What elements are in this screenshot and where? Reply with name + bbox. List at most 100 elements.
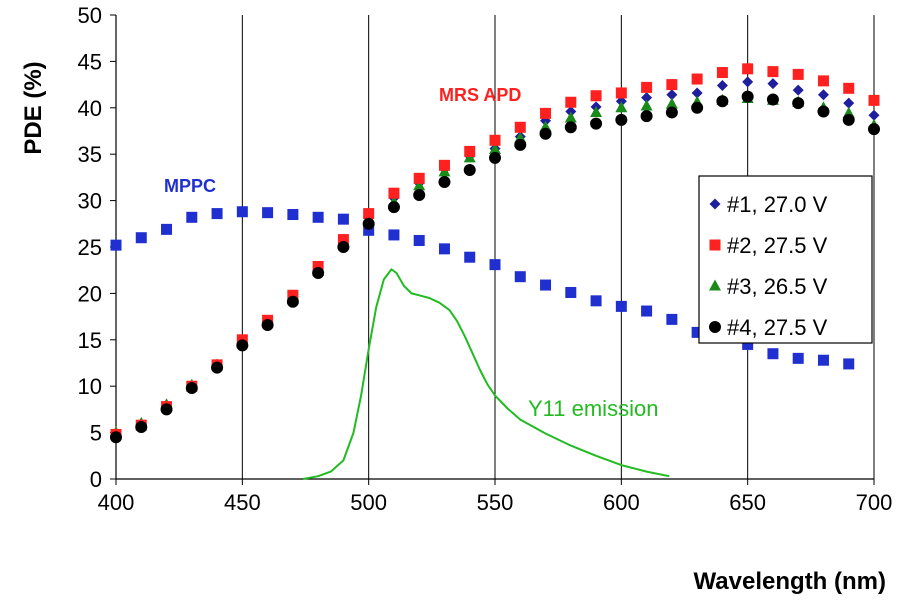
data-point bbox=[514, 271, 526, 283]
legend-marker bbox=[709, 279, 721, 291]
data-point bbox=[388, 229, 400, 241]
data-point bbox=[186, 211, 198, 223]
data-point bbox=[363, 224, 375, 236]
data-point bbox=[312, 211, 324, 223]
data-point bbox=[640, 110, 653, 123]
data-point bbox=[438, 176, 451, 189]
data-point bbox=[742, 338, 754, 350]
data-point bbox=[641, 92, 653, 104]
data-point bbox=[539, 127, 552, 140]
data-point bbox=[261, 318, 274, 331]
mppc-label: MPPC bbox=[164, 176, 216, 196]
data-point bbox=[413, 179, 426, 191]
legend-marker bbox=[709, 321, 721, 333]
data-point bbox=[792, 97, 805, 110]
x-tick-labels: 400 450 500 550 600 650 700 bbox=[98, 490, 893, 515]
y-tick-label: 5 bbox=[90, 421, 102, 446]
data-point bbox=[312, 260, 324, 272]
legend-label: #4, 27.5 V bbox=[727, 315, 828, 340]
data-point bbox=[716, 67, 728, 79]
data-point bbox=[287, 289, 299, 301]
data-point bbox=[286, 295, 299, 308]
data-point bbox=[438, 243, 450, 255]
data-point bbox=[489, 143, 501, 155]
data-point bbox=[287, 209, 299, 221]
data-point bbox=[565, 96, 577, 108]
x-tick-label: 700 bbox=[856, 490, 893, 515]
data-point bbox=[767, 348, 779, 360]
data-point bbox=[792, 84, 804, 96]
data-point bbox=[489, 151, 501, 164]
mrs-apd-label: MRS APD bbox=[439, 85, 521, 105]
y-tick-label: 30 bbox=[78, 189, 102, 214]
x-tick-label: 450 bbox=[224, 490, 261, 515]
data-point bbox=[438, 159, 450, 171]
data-point bbox=[236, 206, 248, 218]
data-point bbox=[463, 163, 476, 176]
data-point bbox=[337, 213, 349, 225]
data-point bbox=[691, 87, 703, 99]
data-point bbox=[236, 339, 249, 352]
data-point bbox=[489, 134, 501, 146]
data-point bbox=[741, 90, 754, 103]
data-point bbox=[211, 208, 223, 220]
data-point bbox=[211, 361, 224, 374]
legend: #1, 27.0 V #2, 27.5 V #3, 26.5 V #4, 27.5 V bbox=[698, 175, 873, 344]
y-tick-label: 35 bbox=[78, 142, 102, 167]
data-point bbox=[766, 93, 779, 106]
data-point bbox=[262, 207, 274, 219]
data-point bbox=[868, 123, 880, 136]
legend-label: #3, 26.5 V bbox=[727, 274, 828, 299]
data-point bbox=[565, 286, 577, 298]
y-tick-label: 10 bbox=[78, 374, 102, 399]
data-point bbox=[817, 75, 829, 87]
data-point bbox=[641, 81, 653, 93]
data-point bbox=[110, 431, 122, 444]
data-point bbox=[817, 105, 830, 118]
data-point bbox=[135, 232, 147, 244]
data-point bbox=[817, 89, 829, 101]
data-point bbox=[388, 187, 400, 199]
data-point bbox=[387, 201, 400, 214]
data-point bbox=[564, 121, 577, 134]
data-point bbox=[767, 78, 779, 90]
data-point bbox=[337, 241, 350, 253]
data-point bbox=[615, 101, 628, 113]
series-line-y11-emission bbox=[302, 268, 670, 480]
data-point bbox=[767, 66, 779, 78]
y-tick-label: 15 bbox=[78, 328, 102, 353]
data-point bbox=[615, 113, 628, 126]
data-point bbox=[666, 79, 678, 91]
data-point bbox=[564, 111, 577, 123]
data-point bbox=[665, 97, 678, 109]
y-tick-label: 20 bbox=[78, 281, 102, 306]
y-tick-label: 40 bbox=[78, 96, 102, 121]
data-point bbox=[666, 313, 678, 325]
x-axis-title: Wavelength (nm) bbox=[694, 568, 886, 595]
axes bbox=[110, 14, 875, 485]
data-point bbox=[540, 279, 552, 291]
data-point bbox=[868, 94, 880, 106]
data-point bbox=[464, 145, 476, 157]
emission-curve bbox=[302, 268, 670, 480]
data-point bbox=[792, 68, 804, 80]
data-point bbox=[489, 259, 501, 271]
data-point bbox=[185, 382, 198, 395]
data-point bbox=[666, 89, 678, 101]
data-point bbox=[590, 90, 602, 102]
data-point bbox=[413, 172, 425, 184]
data-point bbox=[413, 235, 425, 247]
y-tick-label: 50 bbox=[78, 3, 102, 28]
data-point bbox=[640, 99, 653, 111]
data-point bbox=[615, 87, 627, 99]
legend-label: #1, 27.0 V bbox=[727, 192, 828, 217]
data-point bbox=[514, 138, 527, 151]
data-point bbox=[337, 234, 349, 246]
data-point bbox=[161, 223, 173, 235]
data-point bbox=[135, 421, 148, 434]
y-axis-title: PDE (%) bbox=[20, 61, 47, 154]
data-point bbox=[842, 113, 855, 126]
data-point bbox=[590, 117, 603, 130]
data-point bbox=[413, 189, 426, 202]
data-point bbox=[691, 101, 704, 114]
